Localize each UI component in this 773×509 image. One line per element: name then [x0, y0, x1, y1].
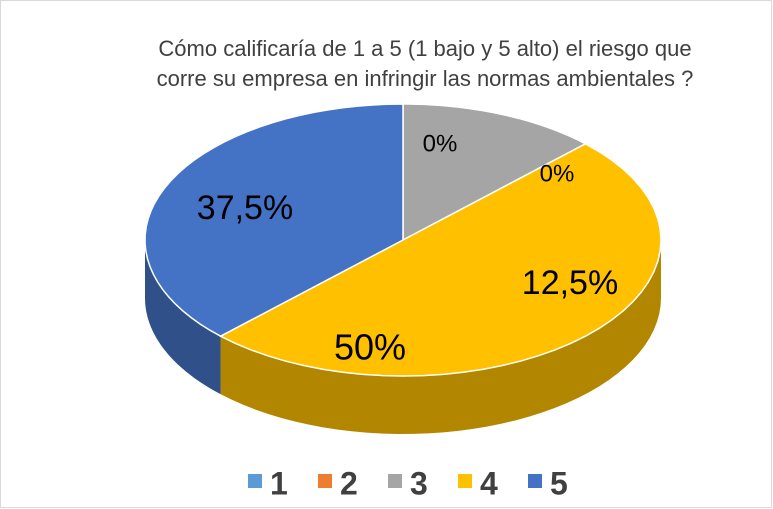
data-label: 50% [334, 327, 406, 368]
legend-label: 5 [550, 465, 568, 501]
legend-swatch [458, 474, 472, 488]
pie-side [220, 240, 661, 434]
legend-label: 2 [340, 465, 358, 501]
data-label: 12,5% [522, 264, 618, 302]
data-label: 37,5% [197, 189, 293, 227]
legend-swatch [248, 474, 262, 488]
data-label: 0% [423, 130, 458, 157]
pie-side [145, 240, 221, 395]
legend-label: 1 [270, 465, 288, 501]
legend-label: 4 [480, 465, 498, 501]
pie-slice [144, 103, 404, 338]
legend-swatch [388, 474, 402, 488]
legend-label: 3 [410, 465, 428, 501]
legend-swatch [528, 474, 542, 488]
chart-title: Cómo calificaría de 1 a 5 (1 bajo y 5 al… [158, 36, 691, 61]
pie-slice [402, 103, 588, 242]
data-label: 0% [540, 160, 575, 187]
pie-slice [218, 142, 662, 377]
legend-swatch [318, 474, 332, 488]
chart-title: corre su empresa en infringir las normas… [157, 66, 694, 91]
